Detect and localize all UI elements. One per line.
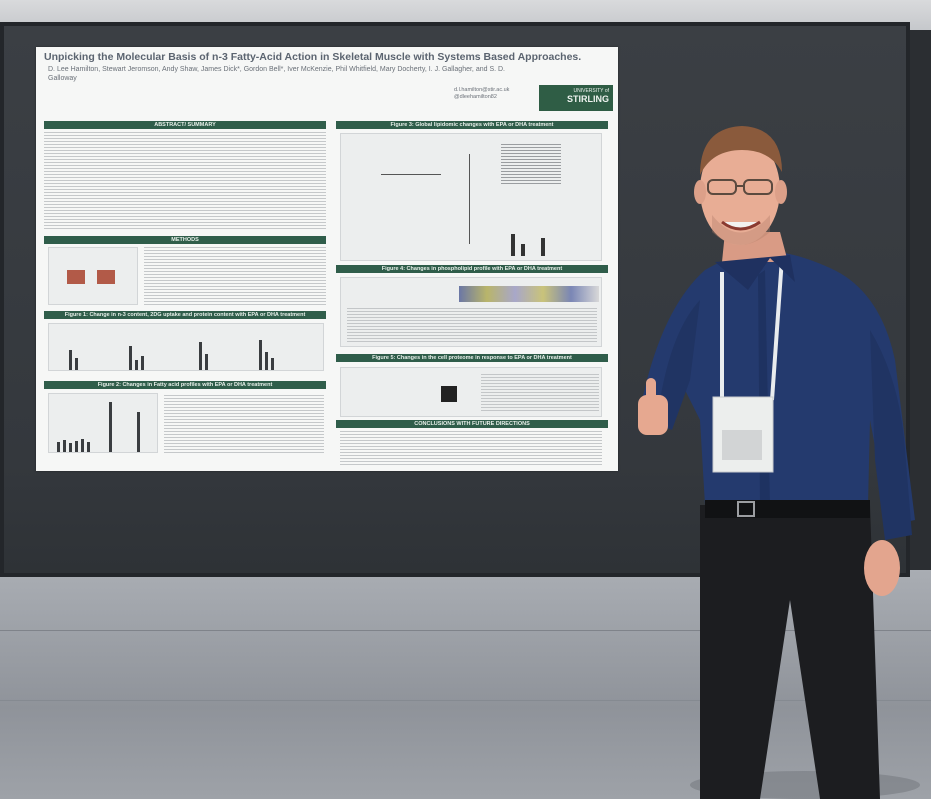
figure5-charts (340, 367, 602, 417)
trousers (700, 505, 880, 799)
right-hand (864, 540, 900, 596)
section-conclusions: CONCLUSIONS WITH FUTURE DIRECTIONS (336, 420, 608, 428)
conclusions-text (340, 431, 602, 465)
floor-seam (0, 630, 931, 631)
figure4-charts (340, 277, 602, 347)
methods-diagram (48, 247, 138, 305)
section-abstract: ABSTRACT/ SUMMARY (44, 121, 326, 129)
logo-line2: STIRLING (567, 94, 609, 104)
section-methods: METHODS (44, 236, 326, 244)
figure1-charts (48, 323, 324, 371)
belt (705, 500, 870, 518)
contact-email: d.l.hamilton@stir.ac.uk (454, 87, 510, 93)
university-logo: UNIVERSITY of STIRLING (539, 85, 613, 111)
head (700, 135, 780, 245)
cell-image (67, 270, 85, 284)
lanyard (720, 257, 784, 401)
smile (721, 220, 761, 231)
research-poster: Unpicking the Molecular Basis of n-3 Fat… (36, 47, 618, 471)
contact-handle: @dleehamilton82 (454, 94, 497, 100)
abstract-text (44, 132, 326, 230)
belt-buckle (737, 501, 755, 517)
figure2-chart (48, 393, 158, 453)
figure2-text (164, 395, 324, 453)
methods-text (144, 247, 326, 307)
shirt (640, 251, 915, 526)
heatmap (459, 286, 599, 302)
section-fig4: Figure 4: Changes in phospholipid profil… (336, 265, 608, 273)
section-fig3: Figure 3: Global lipidomic changes with … (336, 121, 608, 129)
poster-authors: D. Lee Hamilton, Stewart Jeromson, Andy … (48, 66, 505, 82)
hair (700, 126, 782, 175)
logo-line1: UNIVERSITY of (573, 88, 609, 94)
poster-title: Unpicking the Molecular Basis of n-3 Fat… (44, 51, 582, 63)
section-fig5: Figure 5: Changes in the cell proteome i… (336, 354, 608, 362)
poster-contact: d.l.hamilton@stir.ac.uk @dleehamilton82 (454, 87, 534, 101)
section-fig2: Figure 2: Changes in Fatty acid profiles… (44, 381, 326, 389)
floor-seam (0, 700, 931, 701)
thumb (646, 378, 656, 400)
cell-image (97, 270, 115, 284)
section-fig1: Figure 1: Change in n-3 content, 2DG upt… (44, 311, 326, 319)
figure3-charts (340, 133, 602, 261)
thumbs-up-hand (638, 395, 668, 435)
